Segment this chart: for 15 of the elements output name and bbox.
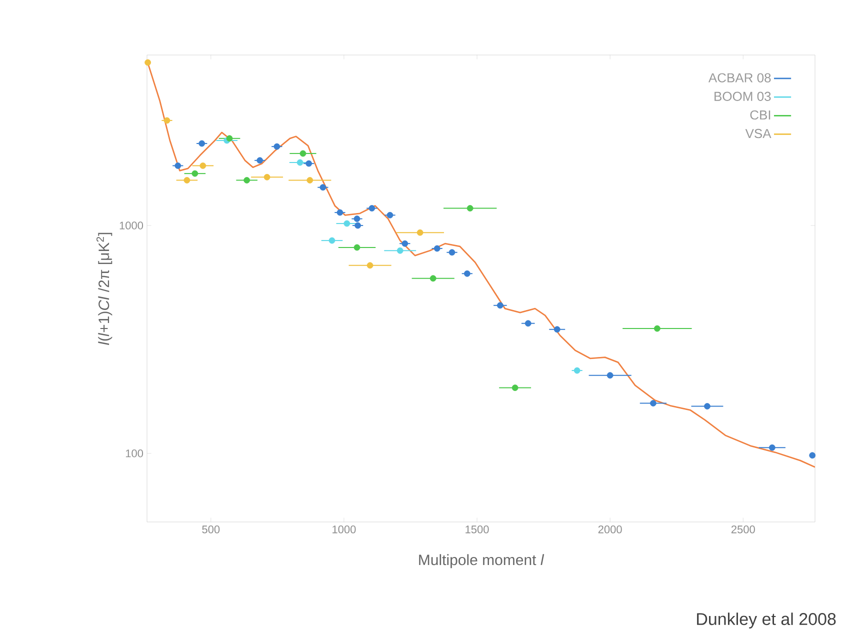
legend-label: BOOM 03 (714, 92, 771, 101)
x-tick-label: 2000 (598, 526, 622, 534)
x-tick-label: 1500 (466, 526, 489, 534)
legend-label: ACBAR 08 (708, 73, 771, 82)
legend-label: VSA (745, 128, 772, 138)
point (809, 452, 816, 459)
x-tick-label: 500 (202, 526, 220, 534)
y-tick-label: 100 (126, 449, 144, 458)
x-axis-title: Multipole moment l (419, 554, 544, 568)
x-tick-label: 1000 (332, 526, 356, 534)
legend-label: CBI (750, 110, 770, 120)
text: Dunkley et al 2008 (697, 612, 836, 628)
y-axis-title: l(l+1)Cl /2π [μK$^{2}$] (96, 232, 112, 345)
point (144, 59, 152, 66)
x-tick-label: 2500 (731, 526, 755, 534)
